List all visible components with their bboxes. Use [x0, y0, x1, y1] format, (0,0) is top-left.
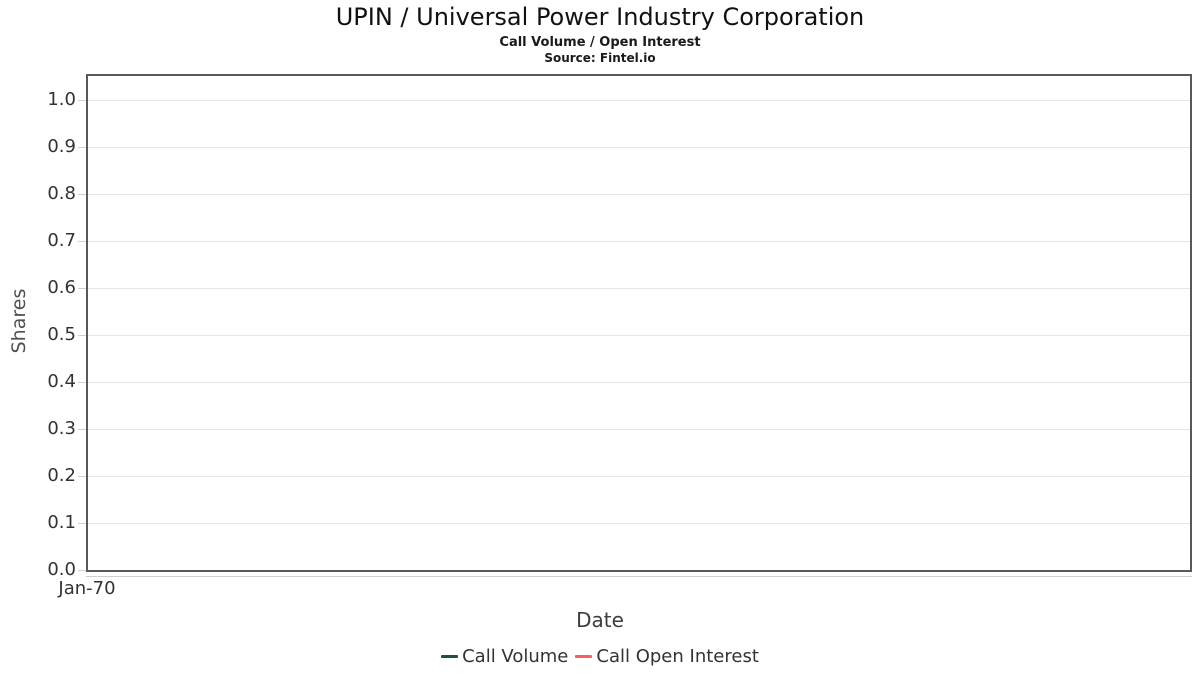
y-tick: [78, 523, 86, 524]
y-tick: [78, 241, 86, 242]
y-tick: [78, 335, 86, 336]
y-gridline: [88, 241, 1190, 242]
x-axis-title: Date: [576, 608, 624, 632]
y-tick-label: 0.7: [47, 230, 76, 251]
y-gridline: [88, 335, 1190, 336]
x-axis-line: [86, 576, 1192, 577]
y-tick: [78, 382, 86, 383]
y-tick-label: 0.3: [47, 418, 76, 439]
y-tick-label: 1.0: [47, 89, 76, 110]
y-gridline: [88, 382, 1190, 383]
plot-area: [86, 74, 1192, 572]
legend: Call Volume Call Open Interest: [0, 646, 1200, 667]
y-tick: [78, 194, 86, 195]
chart-source: Source: Fintel.io: [544, 51, 656, 65]
y-tick-label: 0.8: [47, 183, 76, 204]
y-gridline: [88, 288, 1190, 289]
y-tick: [78, 100, 86, 101]
y-tick: [78, 147, 86, 148]
y-gridline: [88, 100, 1190, 101]
chart-title: UPIN / Universal Power Industry Corporat…: [335, 3, 865, 31]
y-tick: [78, 429, 86, 430]
y-gridline: [88, 523, 1190, 524]
y-tick: [78, 288, 86, 289]
y-tick-label: 0.1: [47, 512, 76, 533]
y-gridline: [88, 429, 1190, 430]
y-tick-label: 0.0: [47, 559, 76, 580]
y-tick-label: 0.9: [47, 136, 76, 157]
legend-line-swatch: [575, 655, 593, 658]
y-tick: [78, 570, 86, 571]
y-tick-label: 0.2: [47, 465, 76, 486]
y-gridline: [88, 476, 1190, 477]
y-tick-label: 0.6: [47, 277, 76, 298]
legend-line-swatch: [441, 655, 459, 658]
legend-label: Call Open Interest: [596, 646, 759, 667]
x-tick-label: Jan-70: [58, 578, 116, 599]
legend-item-call-volume[interactable]: Call Volume: [441, 646, 568, 667]
y-tick: [78, 476, 86, 477]
chart-subtitle: Call Volume / Open Interest: [499, 35, 701, 50]
y-gridline: [88, 194, 1190, 195]
legend-item-call-open-interest[interactable]: Call Open Interest: [575, 646, 759, 667]
y-gridline: [88, 147, 1190, 148]
y-tick-label: 0.5: [47, 324, 76, 345]
y-tick-label: 0.4: [47, 371, 76, 392]
legend-label: Call Volume: [462, 646, 569, 667]
